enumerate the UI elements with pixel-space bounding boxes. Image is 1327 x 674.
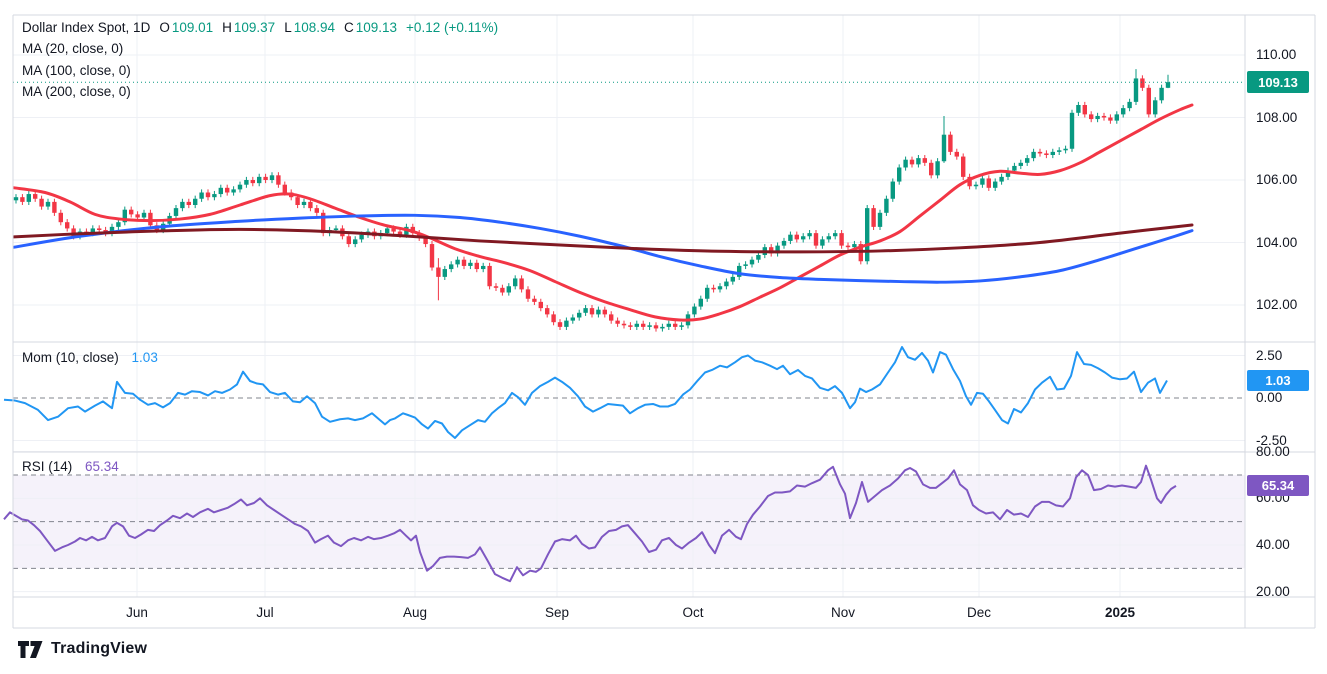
- ma100-legend[interactable]: MA (100, close, 0): [22, 62, 131, 78]
- change-value: +0.12 (+0.11%): [406, 20, 499, 35]
- momentum-label: Mom (10, close): [22, 350, 119, 365]
- rsi-legend[interactable]: RSI (14) 65.34: [22, 456, 119, 478]
- candlestick-series: [13, 69, 1171, 332]
- ma200-legend[interactable]: MA (200, close, 0): [22, 84, 131, 99]
- momentum-value-badge: 1.03: [1247, 370, 1309, 391]
- open-value: 109.01: [171, 20, 214, 35]
- tradingview-logo-icon: [18, 640, 43, 658]
- rsi-value-badge: 65.34: [1247, 475, 1309, 496]
- time-axis[interactable]: [13, 597, 1245, 628]
- rsi-value: 65.34: [85, 459, 119, 474]
- tradingview-attribution[interactable]: TradingView: [18, 640, 147, 658]
- ma20-line: [12, 103, 1194, 322]
- symbol-title: Dollar Index Spot, 1D: [22, 20, 151, 35]
- tradingview-brand-text: TradingView: [51, 640, 148, 657]
- price-axis[interactable]: [1245, 15, 1315, 597]
- ma20-legend[interactable]: MA (20, close, 0): [22, 41, 124, 56]
- open-label: O: [159, 20, 170, 35]
- rsi-label: RSI (14): [22, 459, 73, 474]
- low-label: L: [284, 20, 292, 35]
- high-label: H: [222, 20, 232, 35]
- momentum-line: [3, 346, 1168, 439]
- low-value: 108.94: [293, 20, 335, 35]
- rsi-line: [3, 464, 1177, 583]
- high-value: 109.37: [233, 20, 276, 35]
- momentum-value: 1.03: [131, 350, 158, 365]
- close-value: 109.13: [355, 20, 398, 35]
- close-label: C: [344, 20, 354, 35]
- momentum-legend[interactable]: Mom (10, close) 1.03: [22, 347, 158, 369]
- ohlc-header: Dollar Index Spot, 1D O 109.01 H 109.37 L 108.…: [22, 17, 498, 39]
- ma200-line: [12, 223, 1194, 254]
- current-price-badge: 109.13: [1247, 71, 1309, 93]
- ma100-line: [12, 213, 1194, 284]
